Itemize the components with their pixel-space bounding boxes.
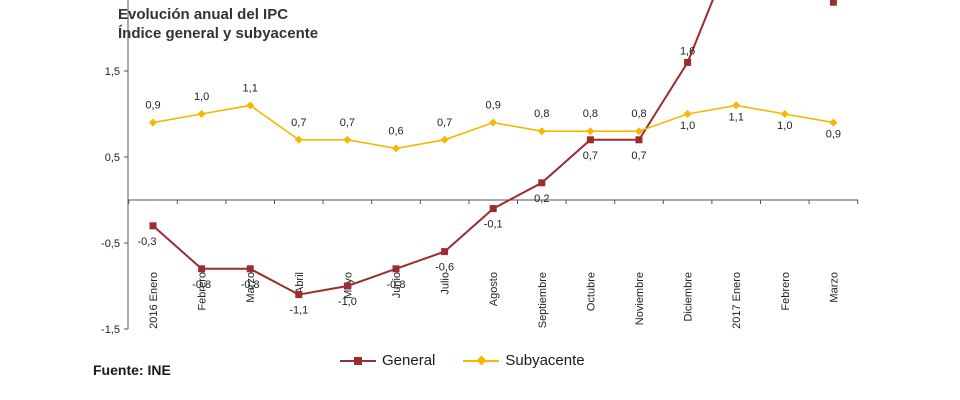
legend-item-subyacente: Subyacente <box>463 352 585 369</box>
data-label-subyacente: 0,8 <box>631 108 646 120</box>
data-label-general: -1,1 <box>289 305 308 317</box>
data-point-subyacente <box>586 127 595 136</box>
data-point-subyacente <box>343 135 352 144</box>
data-label-general: -0,1 <box>484 219 503 231</box>
data-label-subyacente: 1,1 <box>729 111 744 123</box>
data-point-subyacente <box>732 101 741 110</box>
data-label-subyacente: 0,6 <box>388 125 403 137</box>
data-label-subyacente: 0,9 <box>486 100 501 112</box>
series-line-general <box>152 0 835 296</box>
data-point-general <box>392 265 400 273</box>
legend-label-subyacente: Subyacente <box>505 352 585 369</box>
data-point-subyacente <box>635 127 643 136</box>
data-label-subyacente: 1,0 <box>777 120 792 132</box>
data-point-subyacente <box>537 127 546 136</box>
data-point-subyacente <box>246 101 255 110</box>
chart-title: Evolución anual del IPC <box>118 6 289 23</box>
legend-label-general: General <box>382 352 436 369</box>
x-tick-label: Septiembre <box>537 272 549 328</box>
legend-item-general: General <box>340 352 435 369</box>
chart-legend: General Subyacente <box>340 352 613 369</box>
data-label-subyacente: 0,9 <box>826 129 841 141</box>
data-label-general: -1,0 <box>338 296 357 308</box>
data-label-subyacente: 0,8 <box>583 108 598 120</box>
x-tick-label: Julio <box>440 272 452 295</box>
x-tick-label: 2017 Enero <box>731 272 743 329</box>
data-label-general: 1,6 <box>680 45 695 57</box>
data-point-general <box>441 248 449 256</box>
data-point-general <box>343 282 351 290</box>
data-label-general: 0,7 <box>631 150 646 162</box>
x-tick-label: Octubre <box>585 272 597 311</box>
data-point-general <box>538 179 546 187</box>
data-label-general: -0,8 <box>241 279 260 291</box>
data-label-general: -0,8 <box>192 279 211 291</box>
data-point-subyacente <box>489 118 498 127</box>
data-point-general <box>246 265 254 273</box>
data-label-subyacente: 0,7 <box>437 117 452 129</box>
data-label-general: -0,8 <box>387 279 406 291</box>
y-tick-label: 0,5 <box>105 152 120 164</box>
data-point-subyacente <box>440 135 449 144</box>
data-label-general: 0,7 <box>583 150 598 162</box>
data-point-general <box>489 205 497 213</box>
data-label-subyacente: 1,0 <box>680 120 695 132</box>
data-point-general <box>149 222 157 230</box>
data-label-general: -0,3 <box>138 236 157 248</box>
x-tick-label: Marzo <box>828 272 840 303</box>
data-point-subyacente <box>780 110 789 118</box>
chart-subtitle: Índice general y subyacente <box>118 25 319 42</box>
x-tick-label: Noviembre <box>634 272 646 325</box>
data-label-general: -0,6 <box>435 262 454 274</box>
x-tick-label: Marzo <box>245 272 257 303</box>
data-label-subyacente: 0,9 <box>145 100 160 112</box>
x-tick-label: Febrero <box>197 272 209 311</box>
x-tick-label: Junio <box>391 272 403 298</box>
data-label-subyacente: 1,0 <box>194 91 209 103</box>
data-label-subyacente: 1,1 <box>243 82 258 94</box>
x-tick-label: 2016 Enero <box>148 272 160 329</box>
data-point-subyacente <box>683 110 692 118</box>
y-tick-label: -0,5 <box>101 238 120 250</box>
data-point-general <box>198 265 206 273</box>
x-tick-label: Agosto <box>488 272 500 306</box>
data-point-general <box>829 0 837 6</box>
data-label-subyacente: 0,7 <box>340 117 355 129</box>
x-tick-label: Diciembre <box>683 272 695 322</box>
data-point-subyacente <box>392 144 400 153</box>
legend-swatch-general <box>340 354 376 368</box>
y-tick-label: 1,5 <box>105 66 120 78</box>
x-tick-label: Abril <box>294 272 306 294</box>
data-point-general <box>635 136 643 144</box>
data-label-subyacente: 0,7 <box>291 117 306 129</box>
data-label-subyacente: 0,8 <box>534 108 549 120</box>
source-note: Fuente: INE <box>93 362 171 378</box>
legend-swatch-subyacente <box>463 354 500 368</box>
x-tick-label: Febrero <box>780 272 792 311</box>
data-point-general <box>684 58 692 66</box>
data-label-general: 0,2 <box>534 193 549 205</box>
data-point-subyacente <box>294 135 303 144</box>
y-tick-label: -1,5 <box>101 324 120 336</box>
data-point-subyacente <box>149 118 157 127</box>
data-point-subyacente <box>829 118 838 127</box>
data-point-general <box>586 136 594 144</box>
data-point-general <box>295 291 303 299</box>
data-point-subyacente <box>197 110 206 118</box>
